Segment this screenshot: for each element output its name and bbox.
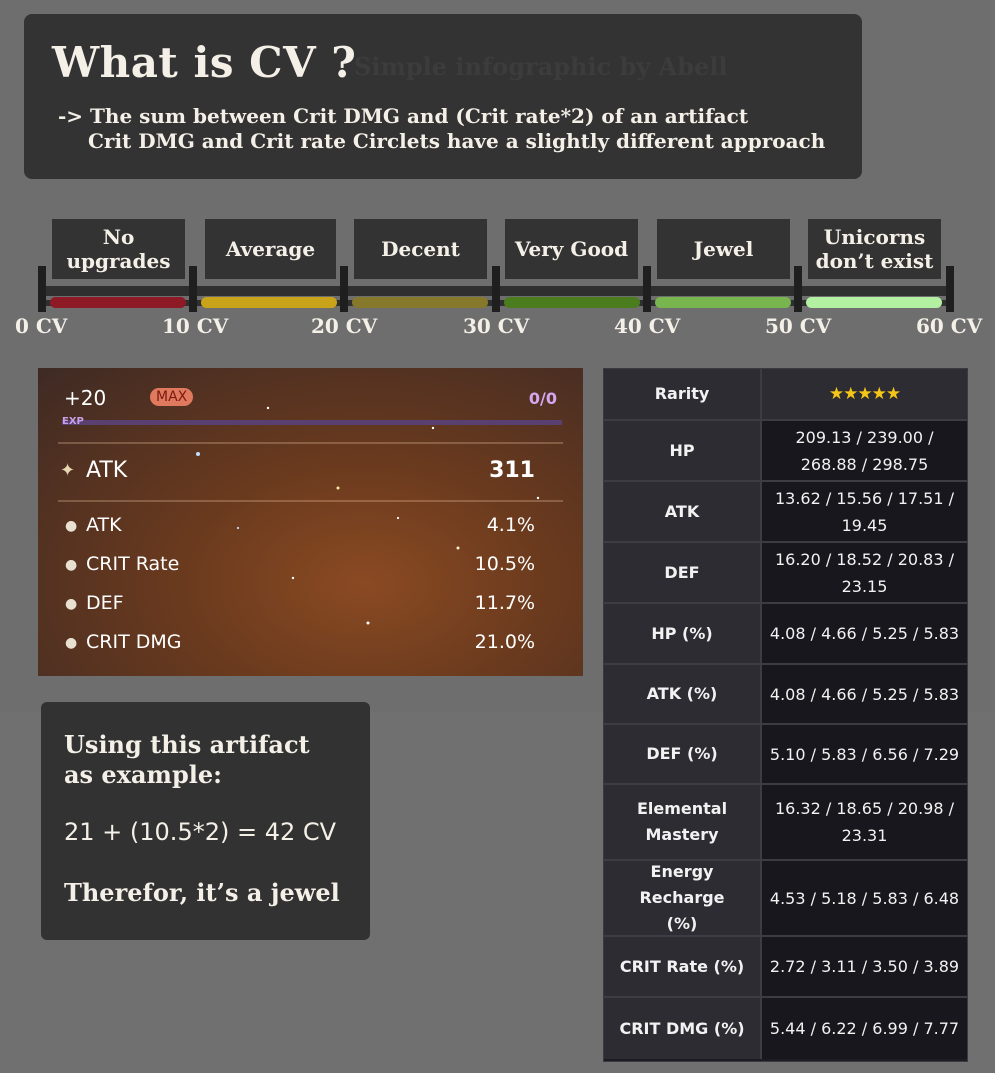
substat-name: DEF — [86, 592, 124, 614]
segment-very-good — [504, 297, 640, 308]
stat-name: HP (%) — [604, 604, 762, 663]
stat-name: ATK — [604, 482, 762, 541]
max-badge: MAX — [150, 388, 194, 406]
stat-name: CRIT DMG (%) — [604, 998, 762, 1059]
table-row: Energy Recharge (%) 4.53 / 5.18 / 5.83 /… — [604, 861, 967, 937]
cv-label-0: 0 CV — [15, 314, 68, 338]
substat-name: CRIT Rate — [86, 553, 180, 575]
stat-values: 5.10 / 5.83 / 6.56 / 7.29 — [762, 725, 967, 783]
tier-decent: Decent — [354, 219, 487, 279]
stat-values: 13.62 / 15.56 / 17.51 / 19.45 — [762, 482, 967, 541]
scale-tick — [794, 266, 802, 312]
example-panel: Using this artifact as example: 21 + (10… — [41, 702, 370, 940]
main-stat-name: ATK — [86, 458, 128, 483]
segment-decent — [352, 297, 488, 308]
scale-tick — [38, 266, 46, 312]
table-row: Rarity ★★★★★ — [604, 369, 967, 421]
cv-label-20: 20 CV — [311, 314, 378, 338]
main-stat-icon: ✦ — [60, 460, 76, 481]
cv-label-50: 50 CV — [765, 314, 832, 338]
tier-average: Average — [205, 219, 336, 279]
table-row: CRIT DMG (%) 5.44 / 6.22 / 6.99 / 7.77 — [604, 998, 967, 1059]
cv-label-60: 60 CV — [916, 314, 983, 338]
tier-jewel: Jewel — [657, 219, 790, 279]
exp-count: 0/0 — [528, 389, 557, 408]
substat-value: 11.7% — [474, 592, 535, 614]
scale-tick — [340, 266, 348, 312]
cv-label-10: 10 CV — [162, 314, 229, 338]
stat-values: 5.44 / 6.22 / 6.99 / 7.77 — [762, 998, 967, 1059]
divider — [58, 442, 563, 444]
artifact-level: +20 — [64, 386, 107, 410]
scale-tick — [492, 266, 500, 312]
bullet-icon: ● — [65, 635, 78, 651]
segment-average — [201, 297, 337, 308]
exp-label: EXP — [62, 416, 84, 427]
scale-tick — [189, 266, 197, 312]
sparkle-background — [156, 406, 540, 645]
segment-jewel — [655, 297, 791, 308]
stat-name: HP — [604, 421, 762, 480]
stat-values: 4.08 / 4.66 / 5.25 / 5.83 — [762, 604, 967, 663]
table-row: DEF 16.20 / 18.52 / 20.83 / 23.15 — [604, 543, 967, 604]
stat-values: 16.32 / 18.65 / 20.98 / 23.31 — [762, 785, 967, 859]
stat-values: 2.72 / 3.11 / 3.50 / 3.89 — [762, 937, 967, 996]
scale-tick — [946, 266, 954, 312]
tier-unicorns: Unicorns don’t exist — [808, 219, 941, 279]
substat-name: ATK — [86, 514, 122, 536]
scale-tick — [643, 266, 651, 312]
main-stat-value: 311 — [489, 458, 535, 483]
star-rating-icon: ★★★★★ — [828, 383, 901, 404]
definition-line: -> The sum between Crit DMG and (Crit ra… — [58, 104, 749, 128]
stat-name: ATK (%) — [604, 665, 762, 723]
substat-name: CRIT DMG — [86, 631, 182, 653]
bullet-icon: ● — [65, 557, 78, 573]
stat-name: Energy Recharge (%) — [604, 861, 762, 935]
substat-roll-table: Rarity ★★★★★ HP 209.13 / 239.00 / 268.88… — [603, 368, 968, 1062]
table-row: HP 209.13 / 239.00 / 268.88 / 298.75 — [604, 421, 967, 482]
table-row: ATK 13.62 / 15.56 / 17.51 / 19.45 — [604, 482, 967, 543]
table-row: ATK (%) 4.08 / 4.66 / 5.25 / 5.83 — [604, 665, 967, 725]
example-intro: Using this artifact — [64, 730, 310, 759]
table-row: Elemental Mastery 16.32 / 18.65 / 20.98 … — [604, 785, 967, 861]
bullet-icon: ● — [65, 596, 78, 612]
cv-label-40: 40 CV — [614, 314, 681, 338]
page-title: What is CV ? — [52, 38, 357, 87]
substat-value: 4.1% — [486, 514, 535, 536]
substat-value: 10.5% — [474, 553, 535, 575]
tier-very-good: Very Good — [505, 219, 638, 279]
segment-no-upgrades — [50, 297, 186, 308]
stat-values: 4.08 / 4.66 / 5.25 / 5.83 — [762, 665, 967, 723]
table-row: HP (%) 4.08 / 4.66 / 5.25 / 5.83 — [604, 604, 967, 665]
stat-values: 4.53 / 5.18 / 5.83 / 6.48 — [762, 861, 967, 935]
cv-label-30: 30 CV — [463, 314, 530, 338]
bullet-icon: ● — [65, 518, 78, 534]
stat-name: DEF — [604, 543, 762, 602]
exp-bar — [62, 420, 562, 425]
example-formula: 21 + (10.5*2) = 42 CV — [64, 818, 337, 846]
circlet-note: Crit DMG and Crit rate Circlets have a s… — [88, 129, 826, 153]
example-intro-2: as example: — [64, 760, 222, 789]
tier-no-upgrades: No upgrades — [52, 219, 185, 279]
watermark: Simple infographic by Abell — [354, 52, 728, 81]
table-row: DEF (%) 5.10 / 5.83 / 6.56 / 7.29 — [604, 725, 967, 785]
stat-values: 16.20 / 18.52 / 20.83 / 23.15 — [762, 543, 967, 602]
stat-name: DEF (%) — [604, 725, 762, 783]
stat-name: Elemental Mastery — [604, 785, 762, 859]
substat-value: 21.0% — [474, 631, 535, 653]
artifact-card: +20 MAX 0/0 EXP ✦ ATK 311 ● ATK 4.1% ● C… — [38, 368, 583, 676]
example-conclusion: Therefor, it’s a jewel — [64, 878, 340, 907]
stat-name: CRIT Rate (%) — [604, 937, 762, 996]
rarity-label: Rarity — [604, 369, 762, 419]
table-row: CRIT Rate (%) 2.72 / 3.11 / 3.50 / 3.89 — [604, 937, 967, 998]
divider — [58, 500, 563, 502]
stat-values: 209.13 / 239.00 / 268.88 / 298.75 — [762, 421, 967, 480]
header-panel: What is CV ? Simple infographic by Abell… — [24, 14, 862, 179]
segment-unicorns — [806, 297, 942, 308]
